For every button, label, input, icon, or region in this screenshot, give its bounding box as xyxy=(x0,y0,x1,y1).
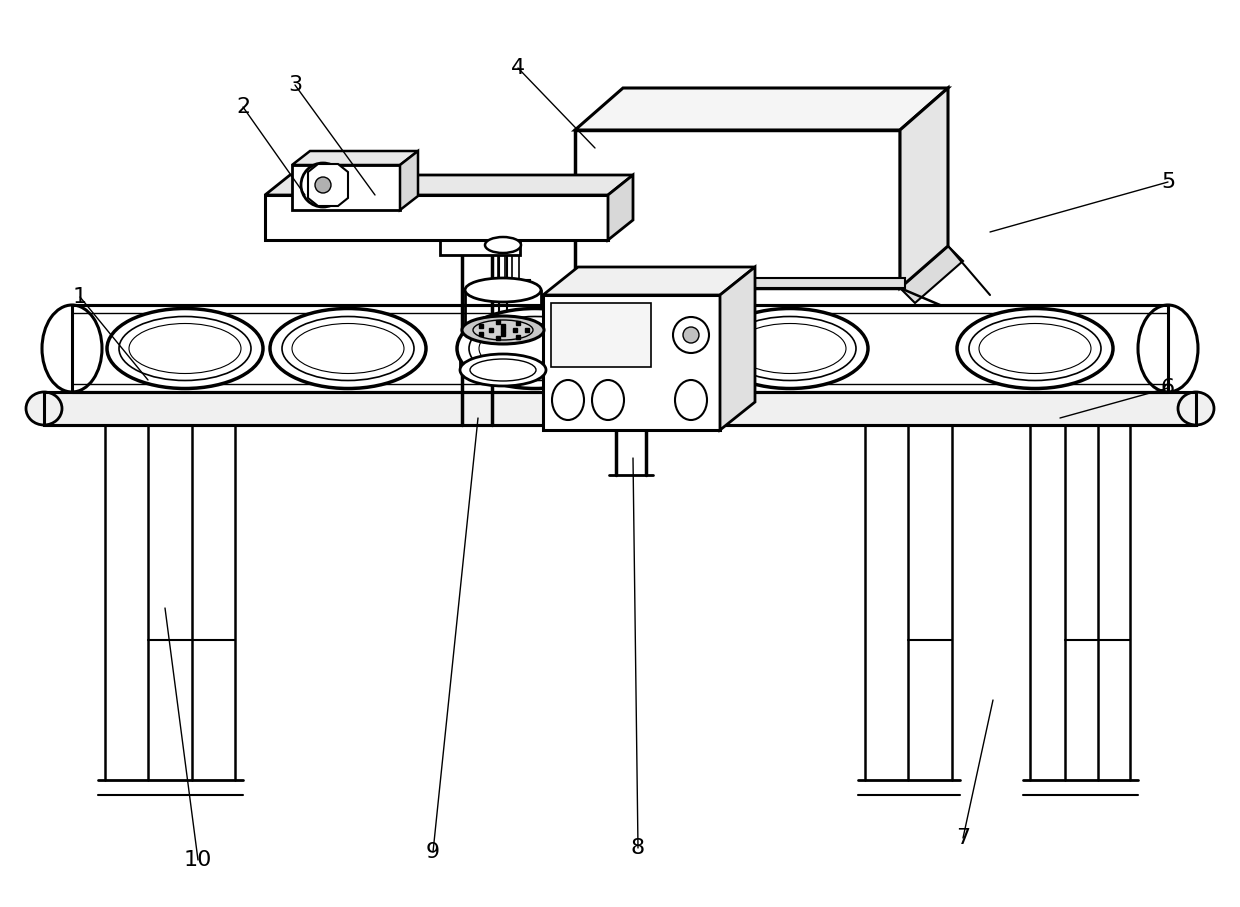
Ellipse shape xyxy=(675,380,707,420)
Ellipse shape xyxy=(724,317,856,381)
Ellipse shape xyxy=(1178,392,1214,425)
Polygon shape xyxy=(43,392,1197,425)
Ellipse shape xyxy=(291,324,404,374)
Ellipse shape xyxy=(470,359,536,381)
Text: 7: 7 xyxy=(956,828,970,848)
Ellipse shape xyxy=(957,308,1114,388)
Ellipse shape xyxy=(458,308,613,388)
Ellipse shape xyxy=(683,327,699,343)
Ellipse shape xyxy=(968,317,1101,381)
Ellipse shape xyxy=(107,308,263,388)
Polygon shape xyxy=(440,237,520,255)
Ellipse shape xyxy=(270,308,427,388)
Ellipse shape xyxy=(315,177,331,193)
Polygon shape xyxy=(543,295,720,430)
Polygon shape xyxy=(900,88,949,288)
Text: 2: 2 xyxy=(236,97,250,117)
Ellipse shape xyxy=(734,324,846,374)
Polygon shape xyxy=(543,267,755,295)
Text: 5: 5 xyxy=(1161,172,1176,192)
Ellipse shape xyxy=(460,354,546,386)
Ellipse shape xyxy=(673,317,709,353)
Text: 9: 9 xyxy=(425,842,440,862)
Text: 4: 4 xyxy=(511,58,525,78)
Text: 8: 8 xyxy=(631,838,645,858)
Ellipse shape xyxy=(479,324,591,374)
Ellipse shape xyxy=(980,324,1091,374)
Ellipse shape xyxy=(129,324,241,374)
Polygon shape xyxy=(720,267,755,430)
Ellipse shape xyxy=(1138,305,1198,392)
Ellipse shape xyxy=(310,172,336,198)
Polygon shape xyxy=(900,246,963,303)
Polygon shape xyxy=(72,305,1168,392)
Polygon shape xyxy=(551,303,651,367)
Text: 1: 1 xyxy=(73,287,87,307)
Polygon shape xyxy=(575,88,949,130)
Text: 6: 6 xyxy=(1161,378,1176,398)
Text: 10: 10 xyxy=(184,850,212,870)
Ellipse shape xyxy=(281,317,414,381)
Polygon shape xyxy=(490,280,529,293)
Polygon shape xyxy=(575,130,900,288)
Polygon shape xyxy=(265,175,632,195)
Ellipse shape xyxy=(463,316,544,344)
Text: 3: 3 xyxy=(288,75,303,95)
Ellipse shape xyxy=(42,305,102,392)
Ellipse shape xyxy=(552,380,584,420)
Polygon shape xyxy=(291,151,418,165)
Ellipse shape xyxy=(26,392,62,425)
Ellipse shape xyxy=(485,237,521,253)
Ellipse shape xyxy=(472,320,533,340)
Ellipse shape xyxy=(469,317,601,381)
Ellipse shape xyxy=(591,380,624,420)
Ellipse shape xyxy=(465,278,541,302)
Ellipse shape xyxy=(119,317,250,381)
Polygon shape xyxy=(291,165,401,210)
Polygon shape xyxy=(401,151,418,210)
Polygon shape xyxy=(308,164,348,206)
Ellipse shape xyxy=(301,163,345,207)
Polygon shape xyxy=(570,278,905,288)
Polygon shape xyxy=(265,195,608,240)
Polygon shape xyxy=(608,175,632,240)
Ellipse shape xyxy=(712,308,868,388)
